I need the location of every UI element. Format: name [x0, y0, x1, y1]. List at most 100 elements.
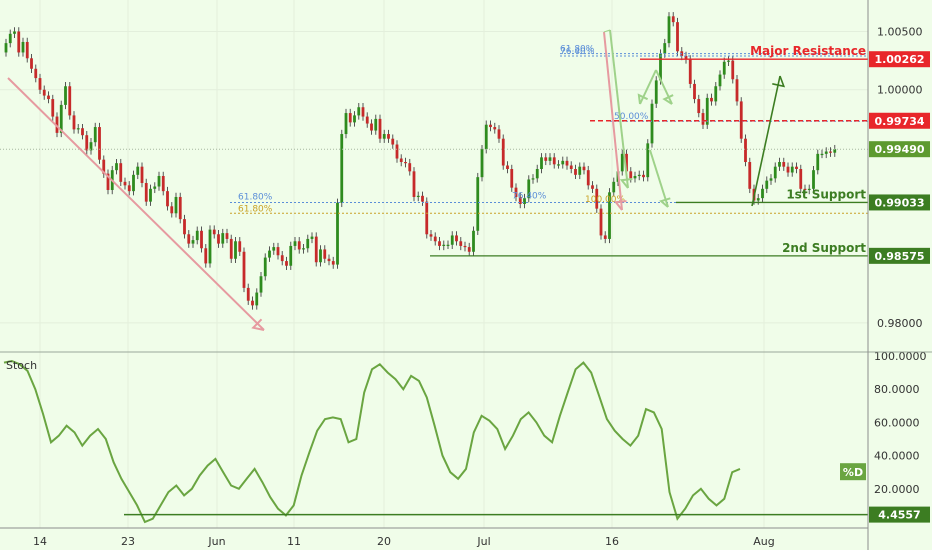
candle-body: [480, 149, 484, 178]
candle: [803, 184, 807, 195]
candle-body: [591, 185, 594, 189]
candle-body: [140, 166, 144, 183]
candle: [140, 162, 144, 188]
candle: [242, 247, 246, 293]
candle-body: [714, 86, 718, 102]
candle-body: [739, 101, 743, 139]
candle-body: [217, 234, 220, 244]
price-badge-text: 0.99490: [874, 143, 924, 156]
candle: [744, 134, 747, 167]
price-badge: [869, 141, 930, 158]
candle: [327, 254, 331, 266]
candle-body: [276, 247, 280, 256]
candle-body: [374, 118, 378, 131]
stoch-panel: Stoch %D: [3, 359, 868, 524]
candle-body: [786, 166, 790, 173]
candle-body: [170, 206, 174, 214]
candle-body: [302, 248, 305, 250]
candle-body: [773, 166, 777, 179]
candle-body: [416, 195, 420, 198]
candle: [548, 153, 552, 166]
candle: [591, 181, 594, 194]
candle: [518, 192, 522, 209]
candle: [310, 232, 314, 244]
candle: [370, 119, 373, 135]
candle: [408, 158, 412, 176]
candle: [348, 108, 352, 127]
x-tick-label: 20: [377, 535, 391, 548]
candle-body: [391, 138, 395, 145]
candle-body: [98, 127, 101, 160]
candle: [824, 147, 828, 159]
candle: [506, 161, 509, 174]
candle-body: [297, 241, 301, 250]
candle-body: [208, 229, 212, 264]
candle-body: [89, 142, 93, 151]
price-badge: [869, 247, 930, 264]
candle-body: [510, 169, 514, 188]
candle: [612, 177, 616, 197]
x-tick-label: 11: [287, 535, 301, 548]
candle-body: [399, 158, 403, 163]
candle-body: [718, 74, 722, 87]
candle: [170, 202, 174, 218]
candle: [484, 120, 488, 154]
candle-body: [506, 165, 509, 170]
x-tick-label: Jun: [207, 535, 225, 548]
candle: [365, 112, 369, 128]
candle: [395, 140, 399, 163]
candle-body: [433, 236, 437, 242]
candle-body: [501, 138, 505, 166]
candle-body: [361, 107, 365, 117]
candle-body: [578, 166, 582, 175]
stoch-title: Stoch: [6, 359, 37, 372]
candle: [467, 242, 471, 256]
candle-body: [467, 247, 471, 252]
candle-body: [637, 174, 641, 177]
stoch-tick-label: 80.0000: [874, 383, 920, 396]
drawing-layer: 61.80%61.80%76.40% 100.00%61.80%76.40%50.…: [0, 29, 868, 331]
price-badge: [869, 51, 930, 68]
fib-label: 61.80%: [560, 45, 595, 55]
candle-body: [438, 241, 441, 246]
candle-body: [119, 163, 123, 182]
trend-arrow-shaft: [603, 31, 623, 211]
candle-body: [327, 258, 331, 262]
candle: [166, 186, 169, 211]
candle: [4, 38, 8, 57]
series-label-text: %D: [843, 466, 863, 479]
candle: [544, 153, 548, 166]
candle-body: [289, 245, 293, 266]
candle-body: [778, 162, 781, 167]
candle: [306, 234, 310, 253]
candle-body: [68, 86, 72, 116]
candle-body: [319, 249, 322, 263]
candle: [285, 256, 288, 270]
candle: [297, 237, 301, 254]
trend-arrow-shaft: [7, 77, 265, 331]
candle: [344, 108, 348, 139]
candle-body: [731, 60, 735, 80]
candle-body: [582, 166, 586, 171]
candle-body: [727, 60, 730, 62]
candle-body: [378, 118, 382, 139]
candle: [820, 149, 824, 159]
candle: [183, 214, 186, 239]
candle-body: [166, 191, 169, 207]
price-tick-label: 1.00000: [877, 84, 923, 97]
candle: [531, 174, 535, 184]
candle: [514, 183, 518, 202]
candle-body: [671, 16, 675, 23]
candle: [769, 174, 773, 185]
candle-body: [816, 153, 820, 171]
candle-body: [285, 261, 288, 266]
candle-body: [569, 165, 573, 170]
candle: [829, 147, 832, 157]
candle: [42, 85, 46, 100]
fib-label: 76.40%: [512, 191, 547, 201]
candle-body: [425, 201, 429, 235]
candle-body: [450, 235, 454, 245]
trend-arrow-head: [619, 178, 633, 189]
candle-body: [646, 143, 650, 178]
